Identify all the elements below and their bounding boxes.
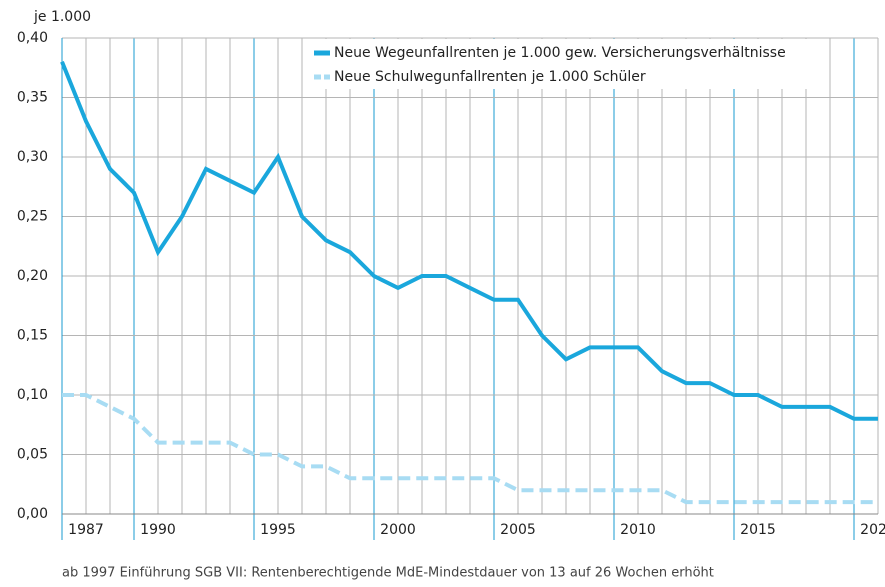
y-tick-label: 0,35 <box>17 90 48 106</box>
legend-label: Neue Schulwegunfallrenten je 1.000 Schül… <box>334 69 646 85</box>
x-tick-label: 2015 <box>740 522 776 538</box>
x-tick-label: 2000 <box>380 522 416 538</box>
x-tick-label: 2005 <box>500 522 536 538</box>
y-tick-label: 0,20 <box>17 268 48 284</box>
series-line <box>62 393 878 505</box>
y-tick-label: 0,40 <box>17 30 48 46</box>
marks <box>60 61 878 505</box>
legend-label: Neue Wegeunfallrenten je 1.000 gew. Vers… <box>334 45 786 61</box>
y-axis-label: je 1.000 <box>33 9 91 25</box>
y-tick-label: 0,30 <box>17 149 48 165</box>
y-tick-label: 0,00 <box>17 506 48 522</box>
y-tick-label: 0,25 <box>17 209 48 225</box>
x-tick-label: 2010 <box>620 522 656 538</box>
x-tick-label: 1987 <box>68 522 104 538</box>
y-tick-label: 0,05 <box>17 447 48 463</box>
y-tick-label: 0,10 <box>17 387 48 403</box>
footnote: ab 1997 Einführung SGB VII: Rentenberech… <box>62 566 714 581</box>
x-tick-label: 1995 <box>260 522 296 538</box>
y-tick-label: 0,15 <box>17 328 48 344</box>
series-line <box>60 61 878 421</box>
legend-box <box>308 39 826 89</box>
x-tick-label: 1990 <box>140 522 176 538</box>
